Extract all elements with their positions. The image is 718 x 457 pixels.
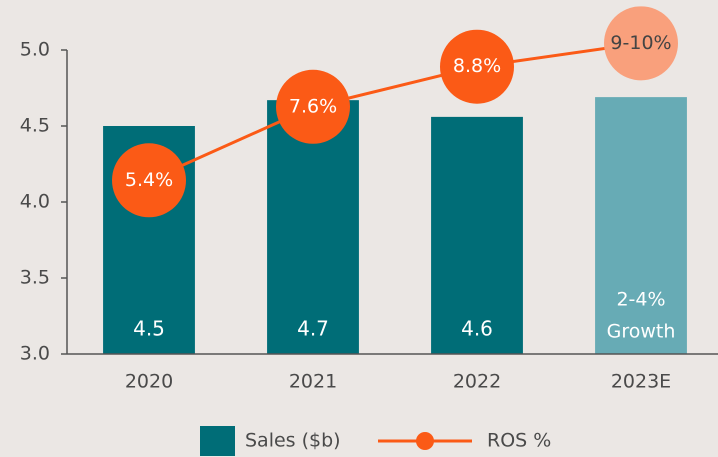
x-tick-label: 2022 — [453, 371, 501, 393]
legend-swatch — [200, 426, 235, 456]
legend-marker — [416, 432, 434, 450]
line — [148, 41, 642, 182]
y-tick-label: 3.0 — [20, 343, 50, 365]
bar-value-label: 4.6 — [461, 317, 493, 341]
y-tick-label: 4.5 — [20, 115, 50, 137]
y-tick-label: 4.0 — [20, 191, 50, 213]
bar-value-label: 4.7 — [297, 317, 329, 341]
x-tick-label: 2020 — [125, 371, 173, 393]
y-tick-label: 5.0 — [20, 39, 50, 61]
y-tick-label: 3.5 — [20, 267, 50, 289]
point-label: 7.6% — [289, 95, 337, 117]
point-label: 9-10% — [610, 32, 671, 54]
legend-label: Sales ($b) — [245, 430, 341, 452]
x-tick-label: 2023E — [611, 371, 671, 393]
point — [276, 69, 350, 144]
point — [604, 6, 678, 81]
point-label: 5.4% — [125, 169, 173, 191]
legend-label: ROS % — [487, 430, 551, 452]
point — [112, 143, 186, 218]
bar — [595, 97, 687, 355]
bar — [431, 116, 523, 354]
x-tick-label: 2021 — [289, 371, 337, 393]
annotation: Growth — [607, 321, 676, 343]
point — [440, 29, 514, 104]
bar-value-label: 4.5 — [133, 317, 165, 341]
point-label: 8.8% — [453, 55, 501, 77]
annotation: 2-4% — [616, 289, 665, 311]
